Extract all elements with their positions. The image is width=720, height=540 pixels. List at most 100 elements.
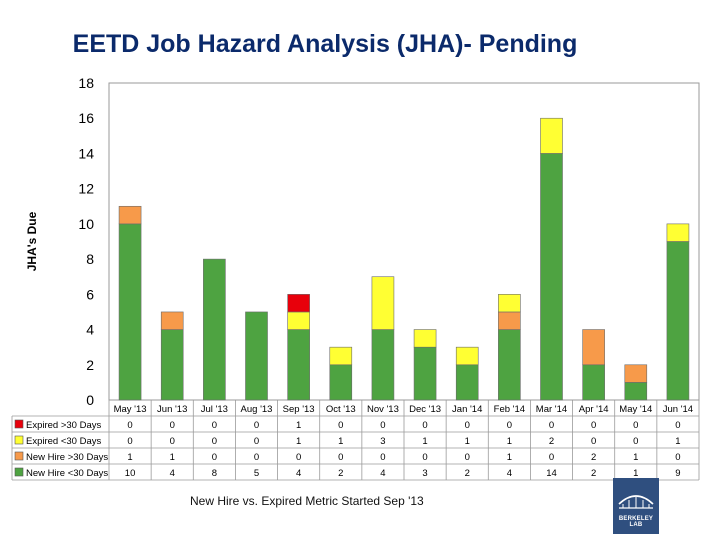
- y-axis-ticks: 0 2 4 6 8 10 12 14 16 18: [78, 75, 94, 408]
- table-cell-value: 0: [254, 452, 259, 463]
- table-cell-value: 1: [296, 436, 301, 447]
- y-tick-label: 16: [78, 110, 94, 126]
- bar-segment: [498, 294, 521, 313]
- table-cell-value: 1: [422, 436, 427, 447]
- bar-segment: [329, 364, 353, 401]
- table-cell-value: 0: [254, 436, 259, 447]
- table-cell-value: 0: [633, 420, 638, 431]
- table-cell-value: 3: [422, 468, 427, 479]
- x-category-label: Jan '14: [452, 404, 482, 415]
- x-category-label: Oct '13: [326, 404, 356, 415]
- bar-segment: [413, 329, 437, 348]
- legend-label: New Hire <30 Days: [26, 468, 108, 479]
- table-cell-value: 5: [254, 468, 259, 479]
- logo-text: BERKELEY LAB: [618, 516, 654, 528]
- table-cell-value: 1: [127, 452, 132, 463]
- bar-segment: [160, 311, 184, 330]
- legend-swatch: [14, 467, 24, 477]
- plot-border: [108, 82, 700, 401]
- x-category-label: Dec '13: [409, 404, 441, 415]
- table-cell-value: 4: [296, 468, 301, 479]
- legend-swatch: [14, 451, 24, 461]
- table-cell-value: 0: [254, 420, 259, 431]
- table-cell-value: 1: [338, 436, 343, 447]
- bar-segment: [624, 364, 648, 383]
- y-tick-label: 8: [86, 251, 94, 267]
- bar-segment: [666, 223, 690, 242]
- table-cell-value: 2: [549, 436, 554, 447]
- table-cell-value: 4: [170, 468, 175, 479]
- table-cell-value: 0: [212, 420, 217, 431]
- table-cell-value: 0: [465, 452, 470, 463]
- bar-segment: [287, 329, 310, 401]
- table-cell-value: 1: [170, 452, 175, 463]
- bar-segment: [498, 329, 521, 401]
- table-cell-value: 0: [127, 436, 132, 447]
- bar-segment: [118, 223, 142, 401]
- y-tick-label: 6: [86, 286, 94, 302]
- table-cell-value: 0: [338, 452, 343, 463]
- y-tick-label: 14: [78, 145, 94, 161]
- bar-segment: [498, 311, 521, 330]
- bar-segment: [160, 329, 184, 401]
- table-cell-value: 0: [338, 420, 343, 431]
- y-tick-label: 2: [86, 357, 94, 373]
- x-category-label: May '14: [619, 404, 652, 415]
- table-cell-value: 0: [127, 420, 132, 431]
- table-cell-value: 0: [465, 420, 470, 431]
- x-category-label: Aug '13: [241, 404, 273, 415]
- table-cell-value: 0: [170, 436, 175, 447]
- data-table: May '13 Jun '13 Jul '13 Aug '13 Sep '13 Oct '…: [11, 400, 700, 481]
- table-cell-value: 1: [633, 468, 638, 479]
- bar-segment: [371, 276, 395, 330]
- table-cell-value: 2: [338, 468, 343, 479]
- table-cell-value: 1: [507, 436, 512, 447]
- table-cell-value: 0: [549, 452, 554, 463]
- table-cell-value: 3: [380, 436, 385, 447]
- bar-segment: [540, 153, 563, 401]
- bar-segment: [413, 346, 437, 401]
- legend-swatch: [14, 419, 24, 429]
- table-cell-value: 2: [465, 468, 470, 479]
- table-cell-value: 2: [591, 468, 596, 479]
- bar-segment: [245, 311, 268, 401]
- legend-label: Expired >30 Days: [26, 420, 101, 431]
- y-axis-label: JHA's Due: [25, 211, 39, 271]
- table-cell-value: 9: [675, 468, 680, 479]
- table-cell-value: 4: [380, 468, 385, 479]
- bar-segment: [371, 329, 395, 401]
- table-cell-value: 1: [675, 436, 680, 447]
- berkeley-lab-building-icon: [618, 495, 654, 509]
- x-category-label: Jul '13: [201, 404, 228, 415]
- table-cell-value: 1: [296, 420, 301, 431]
- bars: [118, 117, 690, 401]
- table-cell-value: 0: [549, 420, 554, 431]
- table-cell-value: 0: [380, 420, 385, 431]
- y-axis-label-group: JHA's Due: [25, 211, 39, 271]
- x-category-label: Jun '14: [663, 404, 693, 415]
- y-tick-label: 4: [86, 322, 94, 338]
- bar-segment: [666, 241, 690, 401]
- plot-area: [108, 82, 700, 401]
- x-category-label: Feb '14: [494, 404, 525, 415]
- bar-segment: [540, 117, 563, 154]
- x-category-label: Sep '13: [283, 404, 315, 415]
- table-cell-value: 0: [296, 452, 301, 463]
- table-cell-value: 1: [633, 452, 638, 463]
- y-tick-label: 10: [78, 216, 94, 232]
- table-cell-value: 8: [212, 468, 217, 479]
- bar-segment: [118, 205, 142, 225]
- y-tick-label: 18: [78, 75, 94, 91]
- table-cell-value: 0: [633, 436, 638, 447]
- bar-segment: [455, 364, 479, 401]
- berkeley-lab-logo: BERKELEY LAB: [613, 478, 659, 534]
- bar-segment: [287, 294, 310, 313]
- bar-segment: [203, 258, 226, 401]
- y-tick-label: 12: [78, 181, 94, 197]
- table-cell-value: 0: [422, 452, 427, 463]
- table-cell-value: 14: [546, 468, 557, 479]
- table-cell-value: 0: [675, 452, 680, 463]
- table-cell-value: 1: [465, 436, 470, 447]
- bar-segment: [582, 329, 605, 366]
